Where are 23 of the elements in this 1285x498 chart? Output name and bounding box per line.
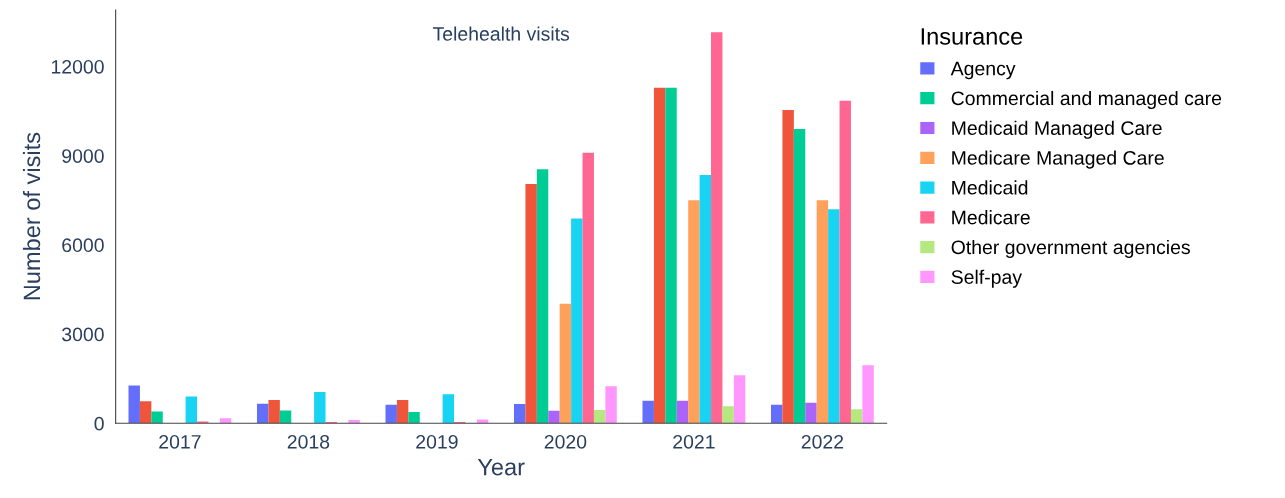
y-tick-label: 9000: [62, 149, 104, 163]
y-tick-label: 0: [94, 416, 104, 431]
x-tick-label: 2018: [287, 434, 330, 449]
legend-label: Commercial and managed care: [951, 90, 1222, 110]
x-tick-label: 2021: [673, 434, 715, 449]
legend-label: Agency: [950, 61, 1016, 80]
x-tick-label: 2022: [801, 434, 844, 449]
legend-title: Insurance: [921, 28, 1023, 45]
legend-label: Medicaid Managed Care: [952, 120, 1162, 139]
y-tick-label: 6000: [62, 238, 104, 253]
legend-label: Other government agencies: [951, 239, 1190, 259]
legend-label: Self-pay: [951, 269, 1022, 288]
y-axis-title: Number of visits: [22, 132, 41, 300]
text: Telehealth visits: [432, 26, 570, 41]
x-axis-title: Year: [477, 458, 525, 476]
x-tick-label: 2017: [159, 434, 201, 449]
legend-label: Medicare: [952, 210, 1030, 225]
legend-label: Medicare Managed Care: [952, 150, 1164, 169]
legend-label: Medicaid: [952, 180, 1028, 195]
y-tick-label: 12000: [51, 59, 104, 74]
y-tick-label: 3000: [62, 327, 104, 342]
x-tick-label: 2020: [544, 434, 587, 449]
x-tick-label: 2019: [416, 434, 458, 449]
